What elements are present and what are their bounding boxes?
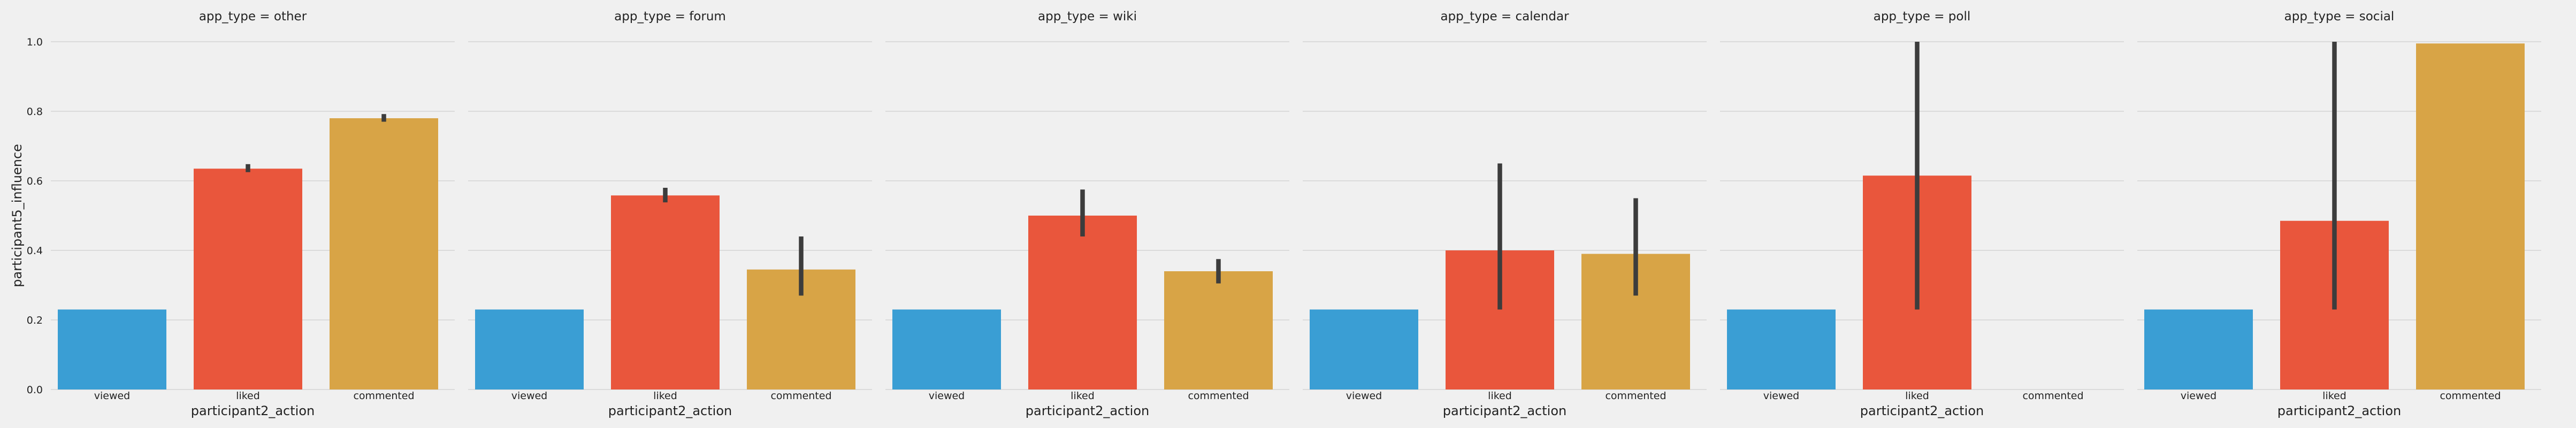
x-tick-label: viewed <box>511 390 548 402</box>
facet-panel-1: app_type = forum viewed liked commented part… <box>468 10 872 418</box>
x-tick-label: viewed <box>929 390 965 402</box>
x-tick-label: liked <box>1905 390 1929 402</box>
bar-viewed <box>58 309 166 389</box>
bar-commented <box>2416 43 2525 389</box>
y-tick-label: 0.0 <box>27 384 43 396</box>
bar-viewed <box>2144 309 2253 389</box>
bar-viewed <box>1727 309 1836 389</box>
x-axis-title: participant2_action <box>1443 403 1566 418</box>
panel-title: app_type = forum <box>614 10 726 24</box>
x-tick-label: viewed <box>1346 390 1382 402</box>
bar-viewed <box>475 309 584 389</box>
bar-commented <box>1164 271 1273 389</box>
panel-title: app_type = other <box>199 10 307 24</box>
y-tick-label: 0.8 <box>27 106 43 118</box>
x-tick-label: viewed <box>1763 390 1800 402</box>
bar-liked <box>194 169 302 389</box>
y-tick-label: 0.6 <box>27 175 43 187</box>
x-tick-label: commented <box>353 390 414 402</box>
bar-viewed <box>1310 309 1418 389</box>
x-tick-label: liked <box>1071 390 1095 402</box>
x-tick-label: commented <box>1605 390 1666 402</box>
bar-viewed <box>892 309 1001 389</box>
x-tick-label: liked <box>2322 390 2346 402</box>
panel-title: app_type = wiki <box>1038 10 1137 24</box>
panel-title: app_type = poll <box>1874 10 1971 24</box>
x-axis-title: participant2_action <box>1860 403 1984 418</box>
facet-panel-0: app_type = other viewed liked commented part… <box>51 10 455 418</box>
x-tick-label: commented <box>2022 390 2083 402</box>
x-tick-label: viewed <box>2181 390 2217 402</box>
facet-panel-4: app_type = poll viewed liked commented parti… <box>1720 10 2124 418</box>
panel-title: app_type = calendar <box>1440 10 1569 24</box>
facet-panel-2: app_type = wiki viewed liked commented parti… <box>885 10 1289 418</box>
x-tick-label: liked <box>653 390 677 402</box>
x-tick-label: viewed <box>94 390 131 402</box>
facet-panel-5: app_type = social viewed liked commented par… <box>2137 10 2541 418</box>
facet-panel-3: app_type = calendar viewed liked commented p… <box>1303 10 1707 418</box>
bar-liked <box>611 195 720 389</box>
y-tick-label: 0.4 <box>27 245 43 257</box>
x-tick-label: commented <box>770 390 831 402</box>
x-tick-label: commented <box>2440 390 2501 402</box>
panel-title: app_type = social <box>2284 10 2395 24</box>
x-tick-label: liked <box>236 390 260 402</box>
y-tick-label: 1.0 <box>27 36 43 48</box>
bar-commented <box>330 118 438 389</box>
bar-liked <box>1028 216 1137 389</box>
x-axis-title: participant2_action <box>2277 403 2401 418</box>
x-axis-title: participant2_action <box>191 403 315 418</box>
x-tick-label: commented <box>1188 390 1249 402</box>
y-axis-title: participant5_influence <box>10 144 25 287</box>
x-tick-label: liked <box>1488 390 1512 402</box>
x-axis-title: participant2_action <box>608 403 732 418</box>
x-axis-title: participant2_action <box>1026 403 1149 418</box>
y-tick-label: 0.2 <box>27 315 43 326</box>
